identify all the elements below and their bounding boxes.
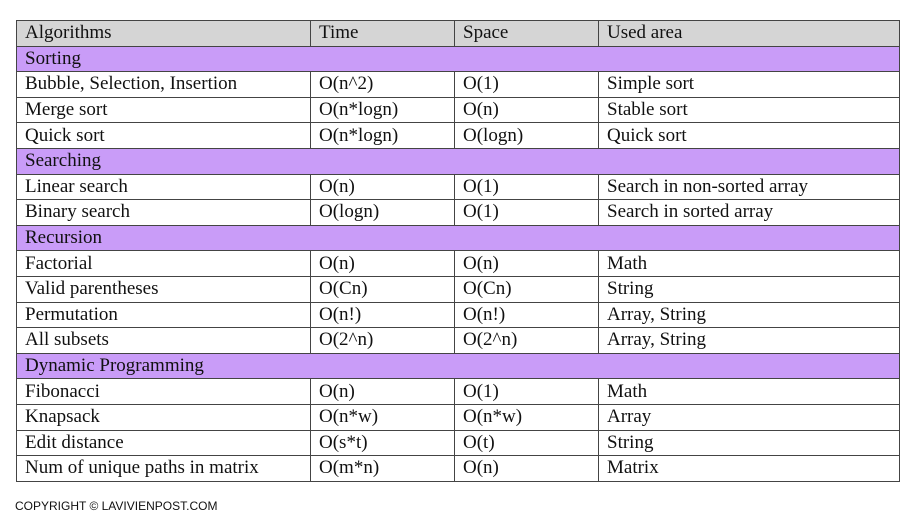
cell: Matrix (598, 455, 900, 482)
cell: Quick sort (16, 122, 311, 149)
data-row: Knapsack O(n*w) O(n*w) Array (16, 403, 900, 431)
cell: Factorial (16, 250, 311, 277)
cell: O(2^n) (454, 327, 599, 354)
data-row: Valid parentheses O(Cn) O(Cn) String (16, 275, 900, 303)
cell: O(n) (454, 96, 599, 124)
cell: O(m*n) (310, 455, 455, 482)
cell: O(1) (454, 173, 599, 201)
cell: Search in non-sorted array (598, 173, 900, 201)
section-row: Dynamic Programming (16, 352, 900, 380)
copyright: COPYRIGHT © LAVIVIENPOST.COM (15, 499, 218, 513)
data-row: Num of unique paths in matrix O(m*n) O(n) M… (16, 455, 900, 482)
section-title: Recursion (16, 224, 900, 252)
cell: Bubble, Selection, Insertion (16, 71, 311, 98)
header-cell: Time (310, 20, 455, 47)
cell: O(n) (310, 250, 455, 277)
cell: Simple sort (598, 71, 900, 98)
cell: O(n*w) (310, 403, 455, 431)
cell: Merge sort (16, 96, 311, 124)
cell: Array, String (598, 301, 900, 329)
cell: O(n!) (454, 301, 599, 329)
cell: Array, String (598, 327, 900, 354)
cell: Quick sort (598, 122, 900, 149)
data-row: Linear search O(n) O(1) Search in non-sorte… (16, 173, 900, 201)
cell: O(1) (454, 378, 599, 405)
cell: Valid parentheses (16, 275, 311, 303)
cell: O(n) (310, 378, 455, 405)
section-title: Searching (16, 147, 900, 175)
data-row: Factorial O(n) O(n) Math (16, 250, 900, 277)
algorithm-table: Algorithms Time Space Used area Sorting Bubbl… (16, 20, 900, 482)
data-row: Permutation O(n!) O(n!) Array, String (16, 301, 900, 329)
data-row: Quick sort O(n*logn) O(logn) Quick sort (16, 122, 900, 149)
cell: O(logn) (310, 199, 455, 226)
data-row: Merge sort O(n*logn) O(n) Stable sort (16, 96, 900, 124)
cell: O(n^2) (310, 71, 455, 98)
section-row: Sorting (16, 45, 900, 73)
cell: Math (598, 378, 900, 405)
cell: O(n*w) (454, 403, 599, 431)
cell: Array (598, 403, 900, 431)
cell: Linear search (16, 173, 311, 201)
section-row: Recursion (16, 224, 900, 252)
cell: O(logn) (454, 122, 599, 149)
cell: O(n*logn) (310, 122, 455, 149)
data-row: All subsets O(2^n) O(2^n) Array, String (16, 327, 900, 354)
cell: Num of unique paths in matrix (16, 455, 311, 482)
cell: Permutation (16, 301, 311, 329)
section-title: Sorting (16, 45, 900, 73)
cell: O(n) (454, 455, 599, 482)
cell: O(2^n) (310, 327, 455, 354)
data-row: Bubble, Selection, Insertion O(n^2) O(1) Si… (16, 71, 900, 98)
header-row: Algorithms Time Space Used area (16, 20, 900, 47)
cell: All subsets (16, 327, 311, 354)
cell: String (598, 275, 900, 303)
header-cell: Space (454, 20, 599, 47)
cell: Knapsack (16, 403, 311, 431)
data-row: Binary search O(logn) O(1) Search in sorted… (16, 199, 900, 226)
cell: Fibonacci (16, 378, 311, 405)
data-row: Edit distance O(s*t) O(t) String (16, 429, 900, 457)
cell: O(Cn) (310, 275, 455, 303)
table-body: Algorithms Time Space Used area Sorting Bubbl… (16, 20, 900, 482)
cell: O(Cn) (454, 275, 599, 303)
cell: O(n) (310, 173, 455, 201)
cell: String (598, 429, 900, 457)
header-cell: Algorithms (16, 20, 311, 47)
cell: O(1) (454, 71, 599, 98)
section-title: Dynamic Programming (16, 352, 900, 380)
cell: Search in sorted array (598, 199, 900, 226)
cell: O(n) (454, 250, 599, 277)
cell: Math (598, 250, 900, 277)
cell: Binary search (16, 199, 311, 226)
cell: O(1) (454, 199, 599, 226)
cell: Stable sort (598, 96, 900, 124)
cell: O(t) (454, 429, 599, 457)
cell: O(n*logn) (310, 96, 455, 124)
section-row: Searching (16, 147, 900, 175)
cell: O(s*t) (310, 429, 455, 457)
cell: O(n!) (310, 301, 455, 329)
header-cell: Used area (598, 20, 900, 47)
cell: Edit distance (16, 429, 311, 457)
data-row: Fibonacci O(n) O(1) Math (16, 378, 900, 405)
